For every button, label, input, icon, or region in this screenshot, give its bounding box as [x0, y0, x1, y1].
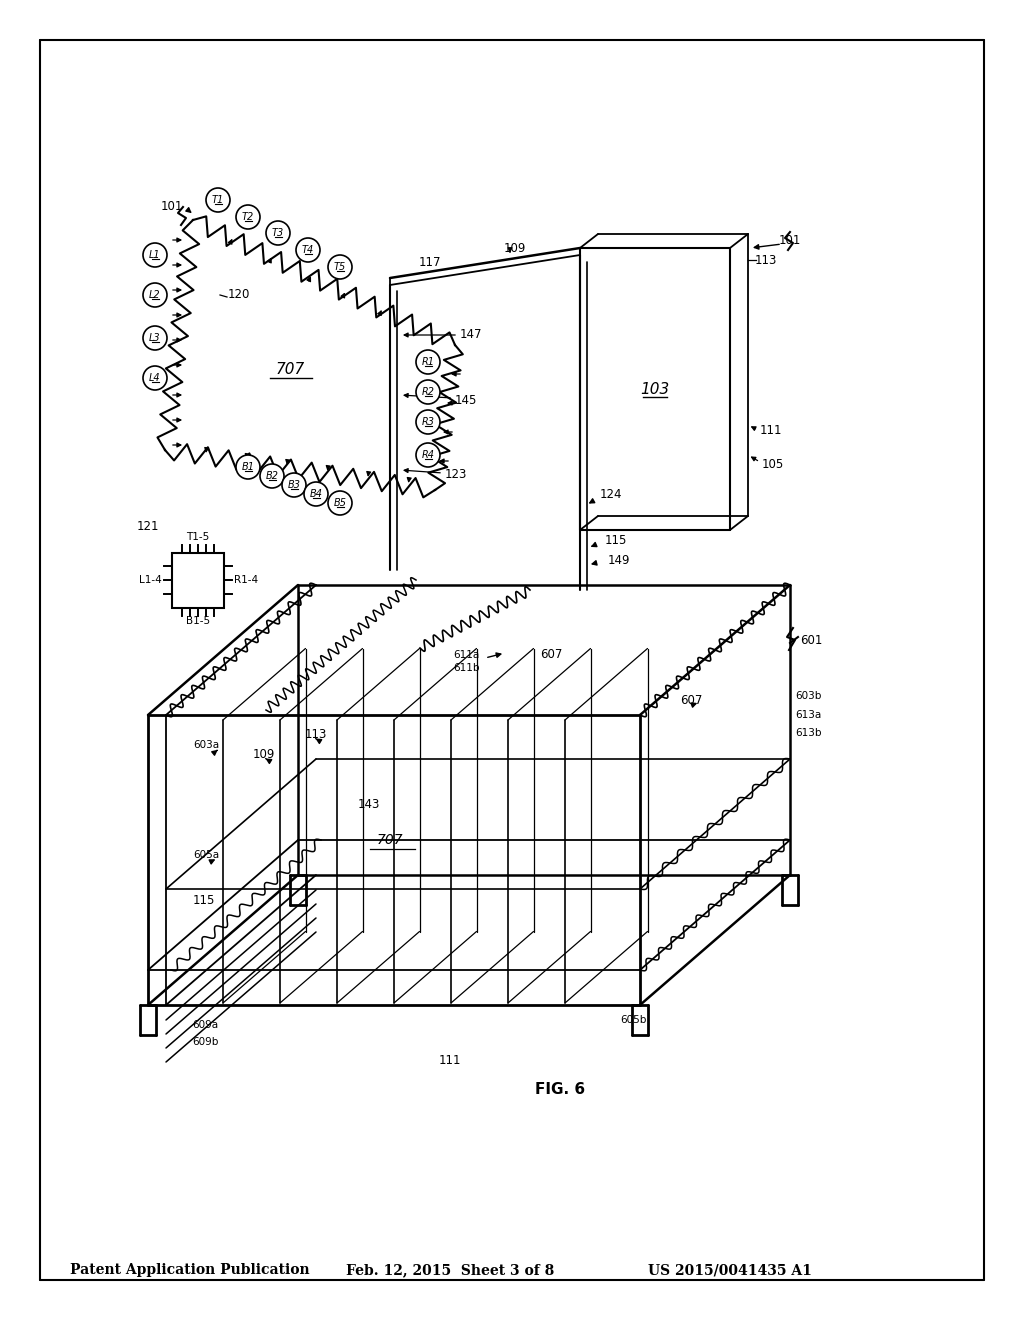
- Text: 601: 601: [800, 634, 822, 647]
- Text: T4: T4: [302, 246, 314, 255]
- Circle shape: [236, 455, 260, 479]
- Text: R1: R1: [422, 356, 434, 367]
- Text: R4: R4: [422, 450, 434, 459]
- Text: 603b: 603b: [795, 690, 821, 701]
- Text: B1: B1: [242, 462, 255, 473]
- Text: 147: 147: [460, 329, 482, 342]
- Text: 105: 105: [762, 458, 784, 471]
- Text: 101: 101: [161, 201, 183, 214]
- Text: Patent Application Publication: Patent Application Publication: [71, 1263, 310, 1276]
- Circle shape: [304, 482, 328, 506]
- Text: L1-4: L1-4: [138, 576, 162, 585]
- Circle shape: [236, 205, 260, 228]
- Text: 603a: 603a: [193, 741, 219, 750]
- Text: US 2015/0041435 A1: US 2015/0041435 A1: [648, 1263, 812, 1276]
- Text: L4: L4: [150, 374, 161, 383]
- Text: L2: L2: [150, 290, 161, 300]
- Text: T5: T5: [334, 261, 346, 272]
- Circle shape: [296, 238, 319, 261]
- Text: 707: 707: [377, 833, 403, 847]
- Text: B3: B3: [288, 480, 300, 490]
- Text: B1-5: B1-5: [186, 616, 210, 627]
- Text: 124: 124: [600, 488, 623, 502]
- Text: 109: 109: [253, 748, 275, 762]
- Text: T1: T1: [212, 195, 224, 205]
- Text: 609b: 609b: [193, 1038, 218, 1047]
- Text: 109: 109: [504, 242, 526, 255]
- Circle shape: [143, 366, 167, 389]
- Text: L3: L3: [150, 333, 161, 343]
- Text: 611b: 611b: [454, 663, 480, 673]
- Text: 607: 607: [680, 693, 702, 706]
- Text: 103: 103: [640, 381, 670, 396]
- Text: L1: L1: [150, 249, 161, 260]
- Text: 117: 117: [419, 256, 441, 269]
- Text: 111: 111: [438, 1053, 461, 1067]
- Circle shape: [416, 380, 440, 404]
- Text: 605b: 605b: [620, 1015, 646, 1026]
- Text: 145: 145: [455, 393, 477, 407]
- Text: B4: B4: [309, 488, 323, 499]
- Circle shape: [416, 444, 440, 467]
- Text: 115: 115: [193, 894, 215, 907]
- Text: 607: 607: [540, 648, 562, 661]
- Text: T1-5: T1-5: [186, 532, 210, 543]
- Circle shape: [266, 220, 290, 246]
- Text: B2: B2: [265, 471, 279, 480]
- Text: 123: 123: [445, 469, 467, 482]
- Text: FIG. 6: FIG. 6: [535, 1082, 585, 1097]
- Text: 143: 143: [358, 799, 380, 812]
- Circle shape: [282, 473, 306, 498]
- Text: 609a: 609a: [193, 1020, 218, 1030]
- Text: 605a: 605a: [193, 850, 219, 861]
- Text: 613b: 613b: [795, 729, 821, 738]
- Text: 707: 707: [275, 363, 304, 378]
- Text: 120: 120: [228, 289, 251, 301]
- Text: 611a: 611a: [454, 649, 480, 660]
- Text: 111: 111: [760, 424, 782, 437]
- Circle shape: [143, 326, 167, 350]
- Bar: [172, 553, 224, 607]
- Text: T3: T3: [272, 228, 284, 238]
- Text: 113: 113: [305, 729, 328, 742]
- Text: Feb. 12, 2015  Sheet 3 of 8: Feb. 12, 2015 Sheet 3 of 8: [346, 1263, 554, 1276]
- Text: T2: T2: [242, 213, 254, 222]
- Text: B5: B5: [334, 498, 346, 508]
- Text: R1-4: R1-4: [233, 576, 258, 585]
- Text: 121: 121: [136, 520, 159, 533]
- Circle shape: [416, 411, 440, 434]
- Text: 113: 113: [755, 253, 777, 267]
- Circle shape: [206, 187, 230, 213]
- Circle shape: [328, 491, 352, 515]
- Text: 115: 115: [605, 533, 628, 546]
- Circle shape: [260, 465, 284, 488]
- Text: R2: R2: [422, 387, 434, 397]
- Circle shape: [143, 282, 167, 308]
- Text: 613a: 613a: [795, 710, 821, 719]
- Circle shape: [328, 255, 352, 279]
- Circle shape: [416, 350, 440, 374]
- Text: R3: R3: [422, 417, 434, 426]
- Circle shape: [143, 243, 167, 267]
- Text: 101: 101: [779, 234, 801, 247]
- Text: 149: 149: [608, 553, 631, 566]
